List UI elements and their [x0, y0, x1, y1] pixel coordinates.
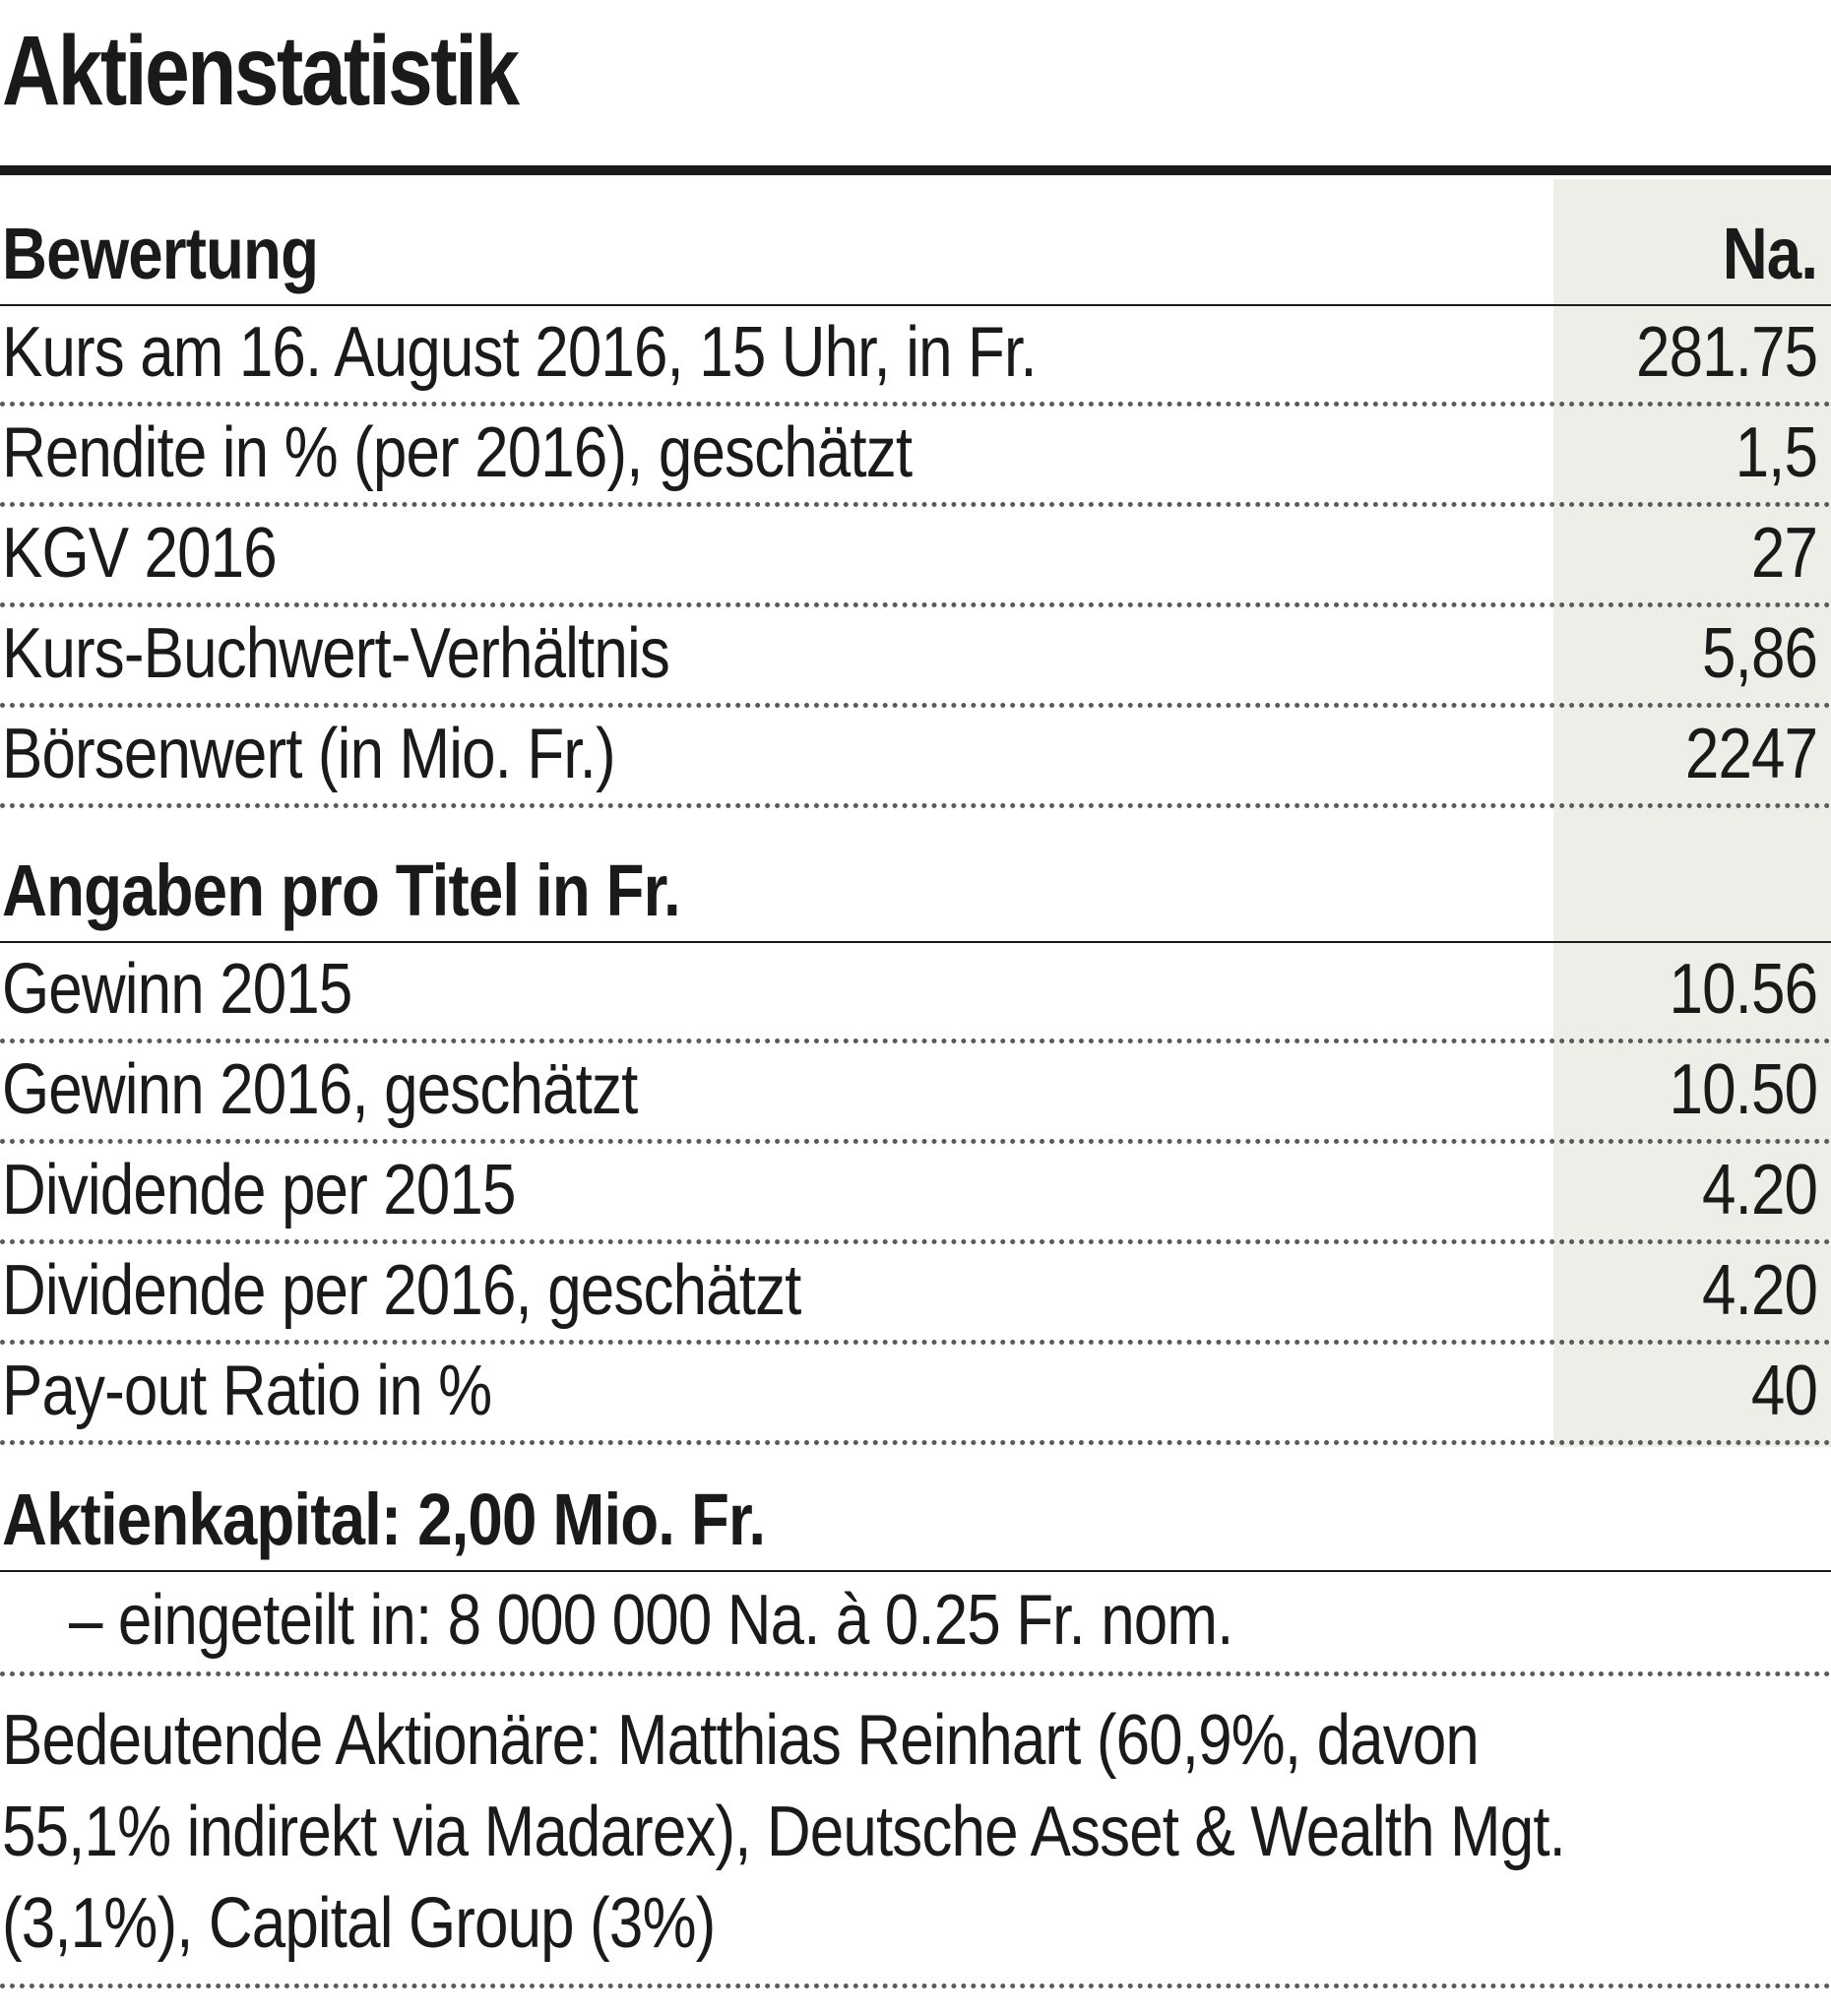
- row-value: 281.75: [1635, 313, 1818, 392]
- row-label: KGV 2016: [2, 514, 278, 593]
- per-share-heading: Angaben pro Titel in Fr.: [2, 850, 681, 931]
- row-value: 2247: [1684, 715, 1818, 793]
- shareholders-line: 55,1% indirekt via Madarex), Deutsche As…: [2, 1793, 1566, 1871]
- table-row: Gewinn 2016, geschätzt 10.50: [0, 1043, 1831, 1144]
- per-share-header: Angaben pro Titel in Fr.: [0, 837, 1831, 943]
- table-row: Kurs am 16. August 2016, 15 Uhr, in Fr. …: [0, 306, 1831, 407]
- share-capital-split: – eingeteilt in: 8 000 000 Na. à 0.25 Fr…: [0, 1572, 1831, 1676]
- title-rule: [0, 165, 1831, 175]
- table-row: Rendite in % (per 2016), geschätzt 1,5: [0, 407, 1831, 507]
- table-row: Börsenwert (in Mio. Fr.) 2247: [0, 708, 1831, 808]
- row-value: 1,5: [1735, 413, 1817, 492]
- share-capital-heading: Aktienkapital: 2,00 Mio. Fr.: [2, 1479, 766, 1560]
- row-value: 27: [1750, 514, 1818, 593]
- table-row: Pay-out Ratio in % 40: [0, 1345, 1831, 1445]
- table-row: Kurs-Buchwert-Verhältnis 5,86: [0, 607, 1831, 708]
- table-row: Gewinn 2015 10.56: [0, 943, 1831, 1043]
- valuation-header: Bewertung Na.: [0, 200, 1831, 306]
- table-row: KGV 2016 27: [0, 507, 1831, 607]
- row-value: 4.20: [1701, 1151, 1818, 1229]
- major-shareholders: Bedeutende Aktionäre: Matthias Reinhart …: [0, 1693, 1831, 1988]
- page-title: Aktienstatistik: [2, 16, 520, 126]
- value-column-shading: [1553, 179, 1831, 1447]
- table-row: Dividende per 2016, geschätzt 4.20: [0, 1244, 1831, 1345]
- row-value: 4.20: [1701, 1251, 1818, 1330]
- row-value: 10.56: [1669, 950, 1818, 1029]
- row-value: 10.50: [1669, 1050, 1818, 1129]
- row-label: Dividende per 2015: [2, 1151, 516, 1229]
- row-label: Kurs-Buchwert-Verhältnis: [2, 614, 670, 693]
- valuation-heading: Bewertung: [2, 213, 319, 294]
- row-label: Börsenwert (in Mio. Fr.): [2, 715, 616, 793]
- row-value: 5,86: [1701, 614, 1818, 693]
- shareholders-line: (3,1%), Capital Group (3%): [2, 1884, 716, 1963]
- row-label: Gewinn 2016, geschätzt: [2, 1050, 638, 1129]
- row-label: Pay-out Ratio in %: [2, 1352, 492, 1430]
- share-capital-header: Aktienkapital: 2,00 Mio. Fr.: [0, 1470, 1831, 1572]
- row-label: Kurs am 16. August 2016, 15 Uhr, in Fr.: [2, 313, 1038, 392]
- table-row: Dividende per 2015 4.20: [0, 1144, 1831, 1244]
- row-label: Dividende per 2016, geschätzt: [2, 1251, 801, 1330]
- valuation-column-header: Na.: [1722, 213, 1818, 294]
- row-label: Rendite in % (per 2016), geschätzt: [2, 413, 913, 492]
- row-label: Gewinn 2015: [2, 950, 352, 1029]
- row-value: 40: [1750, 1352, 1818, 1430]
- share-capital-split-text: – eingeteilt in: 8 000 000 Na. à 0.25 Fr…: [69, 1581, 1233, 1660]
- shareholders-line: Bedeutende Aktionäre: Matthias Reinhart …: [2, 1701, 1480, 1780]
